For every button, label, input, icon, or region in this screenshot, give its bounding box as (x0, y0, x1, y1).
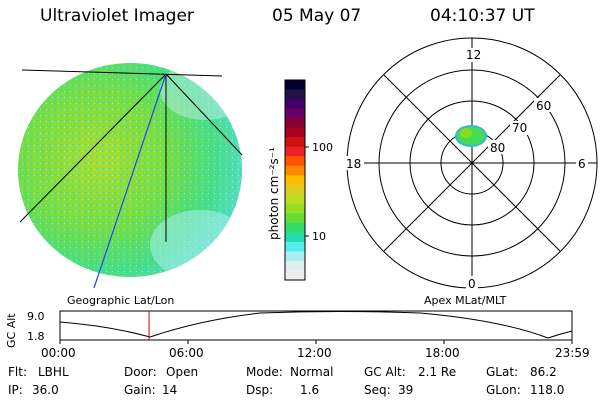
color-bar-label: photon cm⁻²s⁻¹ (267, 147, 281, 240)
timeline-ylabel: GC Alt (5, 313, 18, 348)
gcalt-label: GC Alt: (364, 365, 406, 379)
color-bar-stripe (285, 89, 305, 100)
dayside-boundary-line (93, 73, 167, 289)
right-panel-caption: Apex MLat/MLT (424, 294, 507, 307)
mlt-label-6: 6 (578, 157, 586, 171)
observation-date: 05 May 07 (272, 6, 362, 26)
color-bar-stripe (285, 184, 305, 195)
glon-value: 118.0 (530, 383, 564, 397)
color-bar (285, 80, 305, 281)
color-bar-stripe (285, 251, 305, 262)
timeline-tick: 06:00 (169, 346, 204, 360)
color-bar-stripe (285, 232, 305, 243)
ip-label: IP: (8, 383, 23, 397)
color-bar-stripe (285, 175, 305, 186)
color-bar-stripe (285, 213, 305, 224)
polar-plot (346, 37, 598, 289)
filter-value: LBHL (38, 365, 69, 379)
color-bar-stripe (285, 156, 305, 167)
seq-label: Seq: (364, 383, 391, 397)
gain-value: 14 (162, 383, 177, 397)
mlt-label-12: 12 (466, 48, 481, 62)
timeline-tick: 18:00 (425, 346, 460, 360)
color-bar-stripe (285, 194, 305, 205)
geographic-image (18, 63, 243, 289)
color-bar-stripe (285, 118, 305, 129)
status-panel: Flt: LBHL Door: Open Mode: Normal GC Alt… (8, 365, 564, 397)
mlt-label-18: 18 (346, 157, 361, 171)
dsp-label: Dsp: (246, 383, 273, 397)
auroral-emission-core (460, 128, 472, 138)
ip-value: 36.0 (32, 383, 59, 397)
glat-label: GLat: (486, 365, 518, 379)
color-bar-stripe (285, 99, 305, 110)
filter-label: Flt: (8, 365, 27, 379)
timeline-frame (59, 310, 573, 341)
left-panel-caption: Geographic Lat/Lon (67, 294, 174, 307)
altitude-timeline (59, 310, 573, 344)
timeline-ymin: 1.8 (27, 330, 45, 343)
door-label: Door: (124, 365, 157, 379)
lat-label-60: 60 (536, 99, 551, 113)
color-bar-stripe (285, 222, 305, 233)
timeline-ymax: 9.0 (27, 310, 45, 323)
instrument-title: Ultraviolet Imager (40, 6, 194, 26)
timeline-tick: 23:59 (555, 346, 590, 360)
color-bar-stripe (285, 241, 305, 252)
door-value: Open (166, 365, 198, 379)
lat-label-70: 70 (512, 121, 527, 135)
color-bar-stripe (285, 260, 305, 271)
meridian-line (19, 73, 167, 223)
seq-value: 39 (398, 383, 413, 397)
timeline-tick: 00:00 (41, 346, 76, 360)
lat-label-80: 80 (490, 141, 505, 155)
glon-label: GLon: (486, 383, 521, 397)
dsp-value: 1.6 (300, 383, 319, 397)
latitude-line (21, 69, 223, 77)
color-bar-stripe (285, 80, 305, 91)
timeline-tick: 12:00 (297, 346, 332, 360)
color-bar-stripe (285, 203, 305, 214)
gain-label: Gain: (124, 383, 156, 397)
glat-value: 86.2 (530, 365, 557, 379)
color-bar-stripe (285, 146, 305, 157)
color-bar-stripe (285, 165, 305, 176)
meridian-line (165, 73, 243, 156)
color-bar-stripe (285, 270, 305, 281)
mlt-label-0: 0 (468, 277, 476, 291)
color-bar-tick: 100 (312, 141, 333, 154)
mode-label: Mode: (246, 365, 283, 379)
auroral-emission (455, 125, 487, 147)
color-bar-tick: 10 (312, 230, 326, 243)
color-bar-stripe (285, 137, 305, 148)
color-bar-stripe (285, 127, 305, 138)
mode-value: Normal (290, 365, 333, 379)
observation-time: 04:10:37 UT (430, 6, 535, 26)
altitude-curve (59, 311, 573, 339)
color-bar-stripe (285, 108, 305, 119)
gcalt-value: 2.1 Re (418, 365, 456, 379)
color-bar-frame (284, 79, 306, 281)
